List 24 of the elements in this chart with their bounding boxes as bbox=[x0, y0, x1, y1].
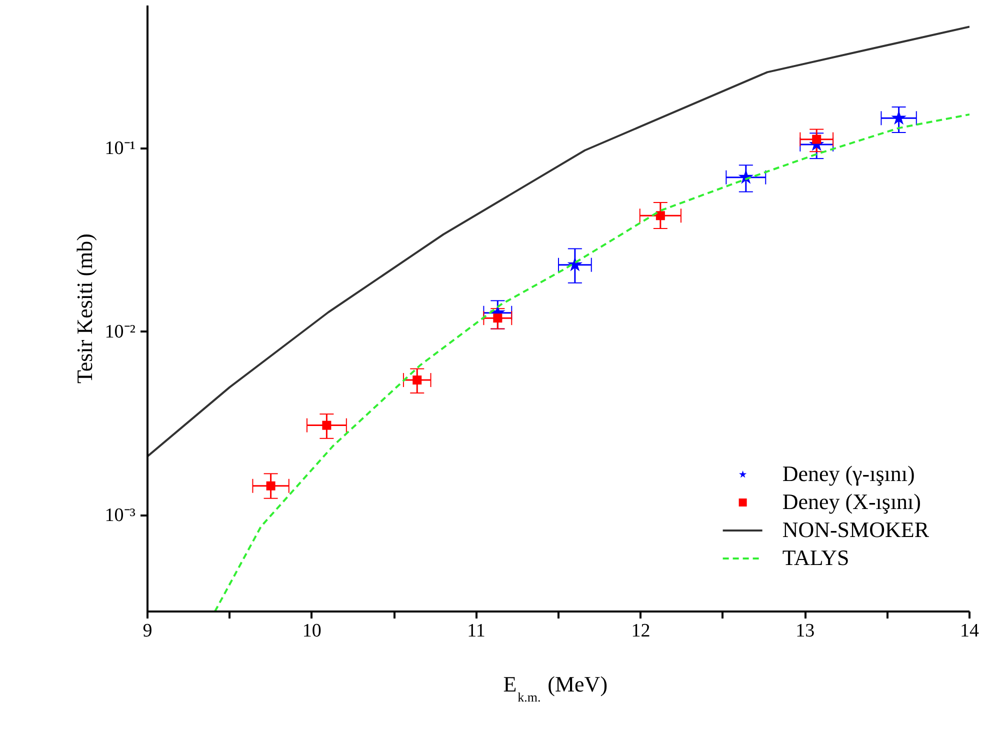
y-tick-label: 10⁻³ bbox=[104, 505, 136, 526]
x-tick-label: 13 bbox=[796, 620, 815, 642]
line-series bbox=[148, 26, 970, 458]
y-axis-title: Tesir Kesiti (mb) bbox=[72, 234, 97, 384]
point bbox=[412, 376, 422, 385]
x-tick-label: 9 bbox=[142, 620, 152, 642]
y-tick-label: 10⁻¹ bbox=[104, 138, 136, 159]
x-tick-label: 14 bbox=[960, 620, 980, 642]
point bbox=[322, 420, 332, 430]
legend-label: TALYS bbox=[782, 545, 850, 571]
point bbox=[266, 481, 276, 490]
legend-label: NON-SMOKER bbox=[782, 517, 929, 543]
legend-label: Deney (γ-ışını) bbox=[782, 461, 915, 487]
x-tick-label: 11 bbox=[467, 620, 486, 642]
legend-label: Deney (X-ışını) bbox=[782, 489, 921, 515]
x-tick-label: 12 bbox=[631, 620, 650, 642]
line-series bbox=[214, 113, 970, 612]
point bbox=[891, 110, 906, 125]
point bbox=[493, 314, 502, 323]
point bbox=[567, 256, 583, 272]
point bbox=[656, 211, 665, 220]
point bbox=[812, 134, 822, 144]
x-tick-label: 10 bbox=[302, 620, 322, 642]
y-tick-label: 10⁻² bbox=[104, 321, 136, 342]
